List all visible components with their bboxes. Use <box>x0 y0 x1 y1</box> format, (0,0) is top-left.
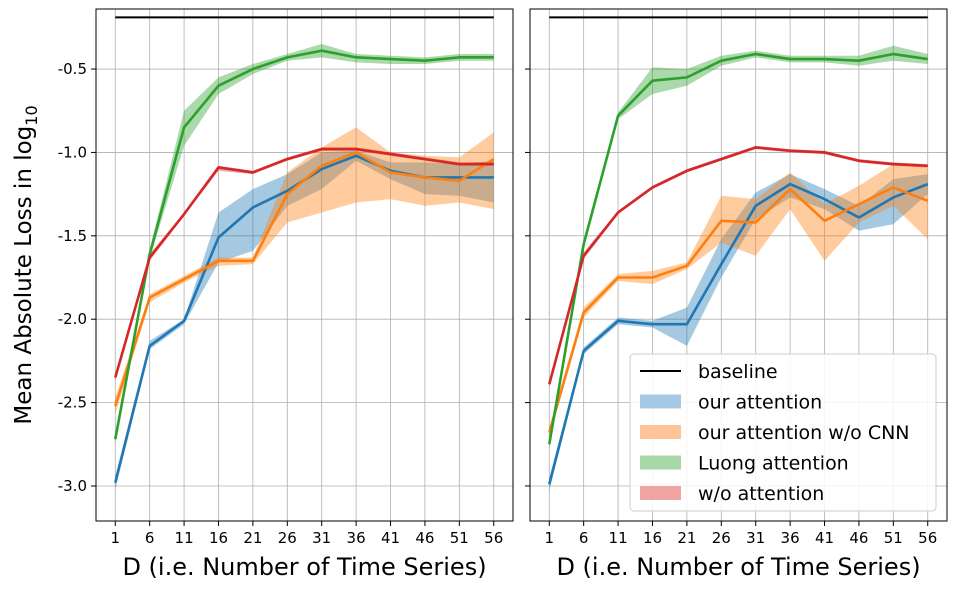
axes-frame-left <box>95 8 514 522</box>
x-tick-label-left-2: 11 <box>175 529 194 547</box>
y-tick-label-left-5: -0.5 <box>58 60 87 78</box>
x-axis-label-left: D (i.e. Number of Time Series) <box>122 553 486 581</box>
x-tick-label-right-11: 56 <box>918 529 937 547</box>
band-left-3 <box>115 44 494 445</box>
legend-label-4: w/o attention <box>698 483 824 505</box>
legend-label-3: Luong attention <box>698 453 849 475</box>
series-line-left-3 <box>113 49 494 440</box>
x-tick-label-right-4: 21 <box>677 529 696 547</box>
x-tick-label-right-6: 31 <box>746 529 765 547</box>
axes-frame-right <box>529 8 948 522</box>
x-tick-label-right-3: 16 <box>643 529 662 547</box>
x-tick-label-left-11: 56 <box>484 529 503 547</box>
x-tick-label-left-5: 26 <box>278 529 297 547</box>
x-tick-label-right-0: 1 <box>544 529 554 547</box>
y-tick-label-left-1: -2.5 <box>58 394 87 412</box>
x-tick-label-left-9: 46 <box>415 529 434 547</box>
x-tick-label-left-8: 41 <box>381 529 400 547</box>
panel-right: 1 6 11 16 21 26 31 36 41 46 51 56D (i.e. Number of … <box>525 8 948 581</box>
x-tick-label-right-10: 51 <box>884 529 903 547</box>
y-tick-label-left-0: -3.0 <box>58 477 87 495</box>
band-left-2 <box>115 127 494 415</box>
series-line-left-2 <box>114 151 495 407</box>
y-tick-label-left-3: -1.5 <box>58 227 87 245</box>
x-tick-label-left-0: 1 <box>110 529 120 547</box>
legend-box <box>629 353 937 512</box>
band-left-1 <box>115 150 494 490</box>
x-tick-label-left-3: 16 <box>209 529 228 547</box>
x-tick-label-right-1: 6 <box>579 529 589 547</box>
y-tick-label-left-4: -1.0 <box>58 143 87 161</box>
legend-label-0: baseline <box>698 361 778 383</box>
x-tick-label-left-4: 21 <box>243 529 262 547</box>
legend: baseline our attention our attention w/o C… <box>629 353 937 512</box>
x-tick-label-left-6: 31 <box>312 529 331 547</box>
y-tick-label-left-2: -2.0 <box>58 310 87 328</box>
band-right-2 <box>549 164 928 438</box>
series-line-right-4 <box>548 146 928 385</box>
x-tick-label-right-2: 11 <box>609 529 628 547</box>
legend-swatch-4 <box>640 486 681 500</box>
y-axis-label: Mean Absolute Loss in log10 <box>11 105 41 424</box>
legend-swatch-1 <box>640 394 681 409</box>
x-tick-label-right-7: 36 <box>781 529 800 547</box>
panel-left: 1 6 11 16 21 26 31 36 41 46 51 56-3.0-2.5-2.0-1.5-1… <box>11 8 514 581</box>
legend-label-2: our attention w/o CNN <box>698 422 910 444</box>
x-tick-label-right-8: 41 <box>815 529 834 547</box>
series-line-right-3 <box>547 52 928 445</box>
x-tick-label-left-7: 36 <box>347 529 366 547</box>
x-tick-label-right-9: 46 <box>849 529 868 547</box>
legend-swatch-2 <box>640 425 681 439</box>
series-line-right-1 <box>548 182 929 485</box>
legend-label-1: our attention <box>698 392 822 414</box>
x-axis-label-right: D (i.e. Number of Time Series) <box>556 553 920 581</box>
series-line-left-4 <box>114 147 494 378</box>
x-tick-label-left-10: 51 <box>450 529 469 547</box>
legend-swatch-3 <box>640 455 681 470</box>
series-line-right-2 <box>548 186 929 433</box>
x-tick-label-right-5: 26 <box>712 529 731 547</box>
x-tick-label-left-1: 6 <box>145 529 155 547</box>
